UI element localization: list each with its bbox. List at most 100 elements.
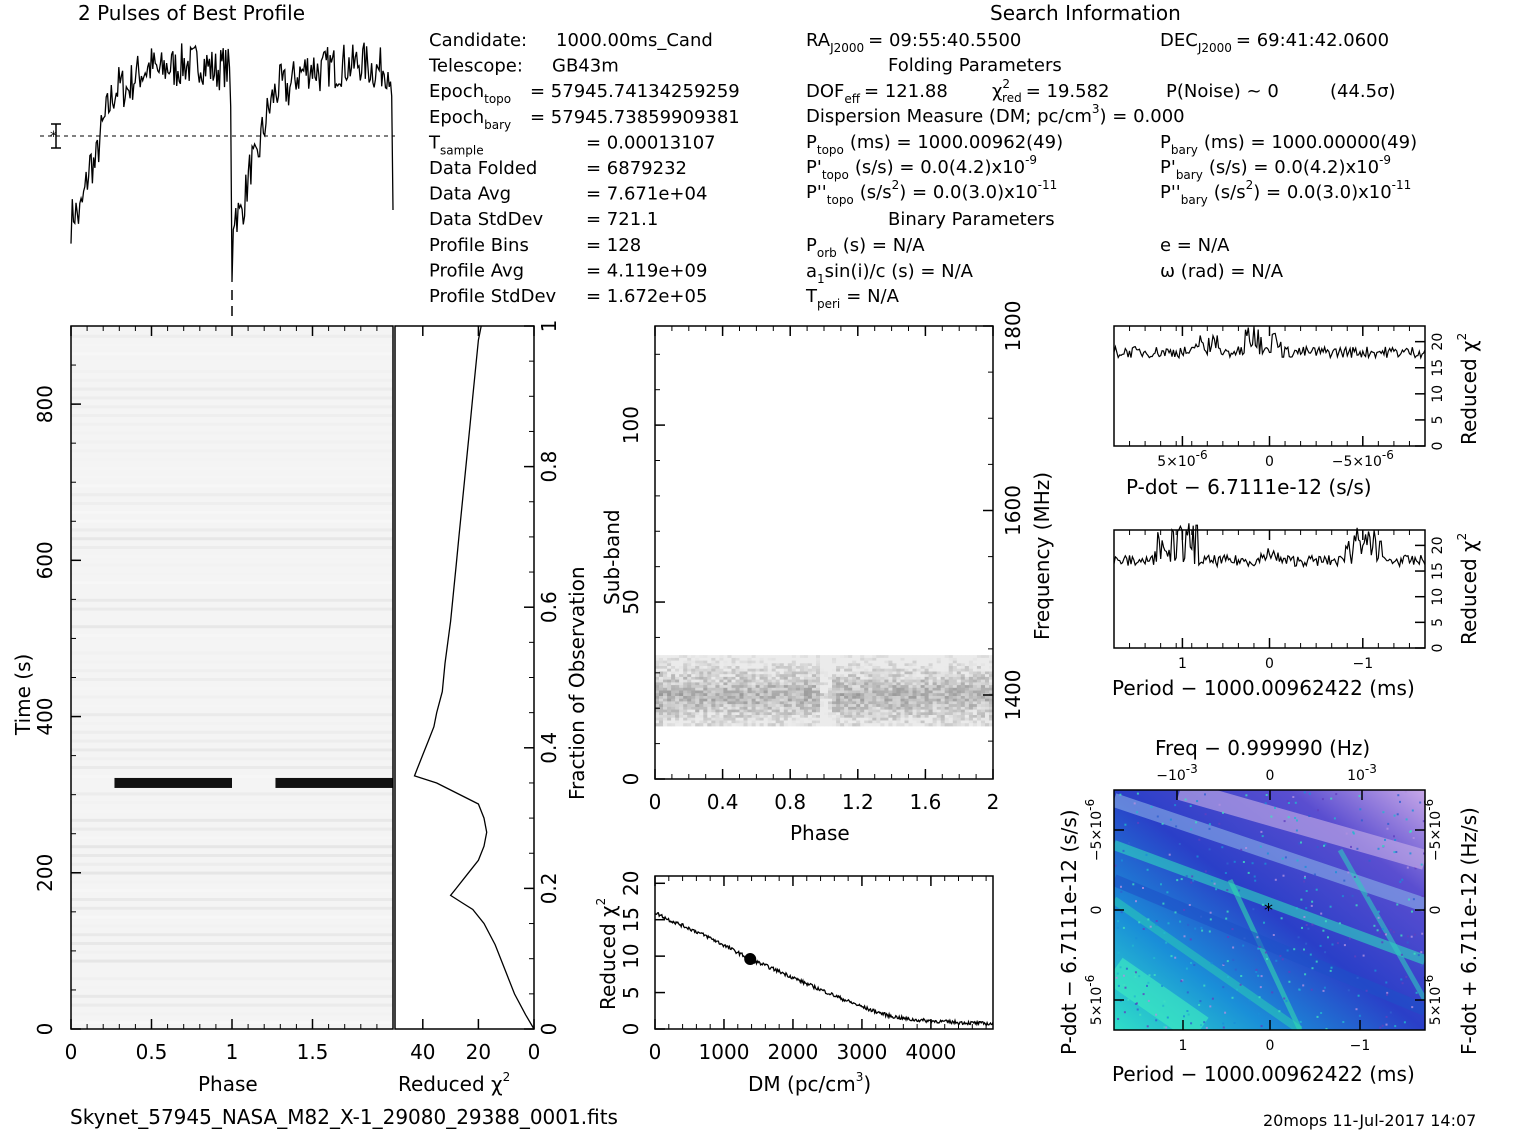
subband-cell	[663, 668, 668, 672]
subband-cell	[759, 698, 765, 702]
subband-cell	[924, 701, 930, 705]
ra-label: RAJ2000 = 09:55:40.5500	[806, 30, 1021, 55]
subband-cell	[848, 723, 853, 727]
subband-cell	[912, 717, 917, 721]
time-phase-row	[71, 422, 393, 426]
subband-cell	[695, 698, 700, 702]
map-speckle	[1266, 852, 1269, 855]
subband-cell	[960, 706, 966, 711]
subband-cell	[799, 690, 805, 694]
time-phase-pulse-1	[114, 777, 232, 788]
map-speckle	[1385, 981, 1388, 984]
map-speckle	[1161, 985, 1164, 987]
subband-cell	[687, 676, 692, 681]
subband-cell	[787, 663, 793, 667]
subband-cell	[671, 655, 676, 659]
subband-cell	[852, 660, 857, 664]
subband-cell	[767, 698, 773, 702]
subband-cell	[976, 706, 982, 711]
subband-cell	[932, 663, 938, 667]
subband-cell	[803, 701, 809, 705]
subband-cell	[920, 720, 926, 724]
subband-cell	[836, 682, 841, 686]
map-speckle	[1200, 915, 1203, 918]
subband-cell	[747, 671, 752, 675]
subband-cell	[968, 723, 974, 727]
subband-cell	[799, 723, 805, 727]
subband-cell	[687, 657, 692, 662]
map-speckle	[1400, 978, 1403, 981]
map-speckle	[1317, 809, 1319, 812]
subband-cell	[751, 674, 757, 678]
time-phase-row	[71, 871, 393, 875]
time-phase-row	[71, 378, 393, 382]
map-speckle	[1292, 796, 1295, 798]
subband-cell	[944, 657, 950, 662]
subband-cell	[876, 720, 881, 724]
map-speckle	[1134, 971, 1137, 974]
subband-cell	[824, 671, 829, 675]
subband-cell	[985, 712, 990, 716]
subband-cell	[711, 687, 716, 691]
subband-cell	[968, 704, 974, 708]
subband-cell	[828, 712, 833, 716]
time-phase-row	[71, 343, 393, 347]
subband-cell	[928, 687, 934, 691]
map-speckle	[1205, 1026, 1208, 1029]
subband-cell	[972, 663, 978, 667]
subband-cell	[759, 682, 765, 686]
subband-cell	[719, 682, 724, 686]
subband-cell	[876, 687, 881, 691]
subband-cell	[711, 706, 716, 711]
map-speckle	[1329, 969, 1332, 972]
map-speckle	[1224, 1011, 1227, 1014]
subband-cell	[836, 712, 841, 716]
time-phase-row	[71, 466, 393, 470]
subband-cell	[799, 671, 805, 675]
subband-cell	[807, 715, 813, 719]
map-speckle	[1149, 925, 1152, 928]
subband-cell	[860, 698, 865, 702]
subband-cell	[763, 696, 769, 700]
subband-cell	[763, 655, 769, 659]
subband-cell	[989, 698, 994, 702]
sb-y2tick-label: 1800	[1001, 301, 1025, 352]
subband-cell	[868, 717, 873, 721]
subband-cell	[840, 660, 845, 664]
subband-cell	[795, 704, 801, 708]
subband-cell	[980, 657, 986, 662]
subband-cell	[711, 723, 716, 727]
subband-cell	[956, 679, 962, 683]
subband-cell	[719, 660, 724, 664]
subband-cell	[675, 720, 680, 724]
subband-cell	[807, 704, 813, 708]
subband-cell	[856, 682, 861, 686]
subband-cell	[816, 701, 821, 705]
subband-cell	[763, 687, 769, 691]
subband-cell	[936, 704, 942, 708]
pdot-frame	[1113, 325, 1426, 447]
sb-ytick-label: 50	[619, 589, 643, 614]
subband-cell	[848, 687, 853, 691]
map-speckle	[1330, 797, 1333, 800]
subband-cell	[956, 720, 962, 724]
subband-cell	[948, 698, 954, 702]
map-streak	[1114, 896, 1303, 1030]
subband-cell	[860, 674, 865, 678]
subband-cell	[936, 690, 942, 694]
subband-cell	[908, 663, 913, 667]
subband-cell	[675, 657, 680, 662]
subband-cell	[687, 679, 692, 683]
subband-cell	[755, 685, 761, 689]
subband-cell	[828, 704, 833, 708]
map-xtick-label: 1	[1179, 1038, 1188, 1054]
small-ytick-label: 15	[1430, 562, 1446, 580]
dm-curve	[654, 912, 994, 1027]
subband-cell	[683, 657, 688, 662]
subband-cell	[735, 715, 740, 719]
map-speckle	[1117, 984, 1120, 987]
map-ytick-label: 5×10-6	[1083, 975, 1105, 1025]
subband-cell	[747, 712, 752, 716]
subband-cell	[936, 685, 942, 689]
subband-cell	[872, 720, 877, 724]
